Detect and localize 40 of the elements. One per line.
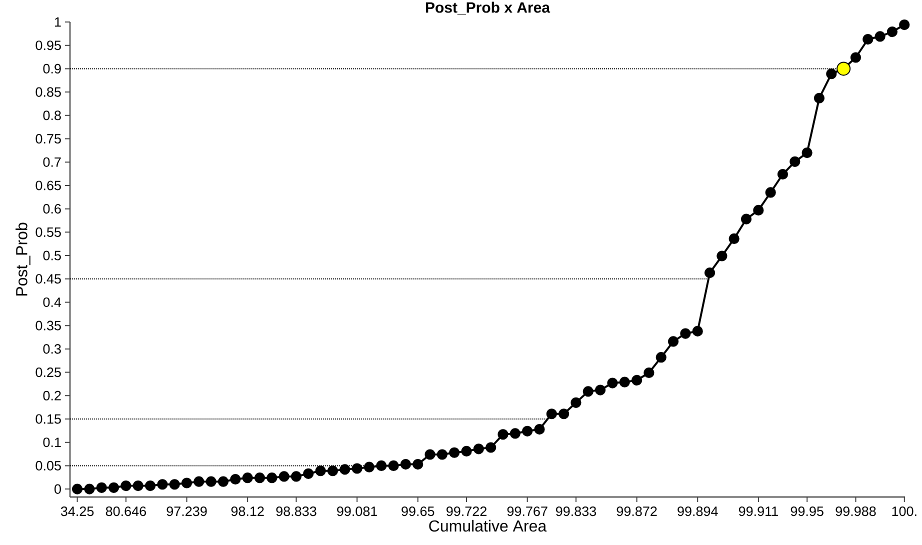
y-tick-label: 0.9 (43, 64, 61, 74)
x-tick-label: 99.767 (507, 506, 548, 516)
x-tick-label: 99.722 (446, 506, 486, 516)
y-axis-title: Post_Prob (16, 222, 30, 296)
y-tick-label: 0.3 (43, 344, 61, 354)
y-tick-label: 0.2 (43, 390, 61, 400)
y-tick-label: 0.55 (36, 227, 61, 237)
y-tick-label: 0 (54, 484, 61, 494)
x-tick-label: 100. (892, 506, 916, 516)
x-tick-label: 34.25 (60, 506, 94, 516)
x-tick-label: 80.646 (106, 506, 146, 516)
x-tick-label: 99.833 (556, 506, 596, 516)
x-tick-label: 99.988 (836, 506, 876, 516)
x-tick-label: 99.081 (337, 506, 378, 516)
y-tick-label: 0.05 (36, 460, 61, 470)
x-tick-label: 98.833 (276, 506, 316, 516)
y-tick-label: 1 (55, 17, 61, 27)
y-tick-label: 0.6 (43, 204, 61, 214)
x-axis-title: Cumulative Area (429, 520, 547, 532)
y-tick-label: 0.45 (36, 274, 61, 284)
y-tick-label: 0.1 (43, 438, 61, 448)
y-tick-label: 0.4 (43, 297, 62, 308)
y-tick-label: 0.35 (36, 320, 61, 330)
y-tick-label: 0.85 (36, 87, 61, 97)
y-tick-label: 0.65 (36, 180, 61, 190)
x-tick-label: 99.911 (738, 506, 778, 516)
x-tick-label: 99.894 (678, 506, 718, 516)
x-tick-label: 99.95 (790, 506, 824, 516)
y-tick-label: 0.5 (43, 250, 61, 260)
chart-title: Post_Prob x Area (426, 2, 550, 14)
y-tick-label: 0.95 (36, 40, 61, 50)
y-tick-label: 0.15 (36, 414, 61, 424)
x-tick-label: 97.239 (166, 506, 207, 516)
y-tick-label: 0.75 (36, 134, 61, 144)
y-tick-label: 0.25 (36, 368, 61, 378)
y-tick-label: 0.7 (43, 157, 61, 167)
x-tick-label: 99.872 (616, 506, 657, 516)
x-tick-label: 98.12 (231, 506, 264, 516)
y-tick-label: 0.8 (43, 110, 61, 120)
x-tick-label: 99.65 (402, 506, 434, 516)
